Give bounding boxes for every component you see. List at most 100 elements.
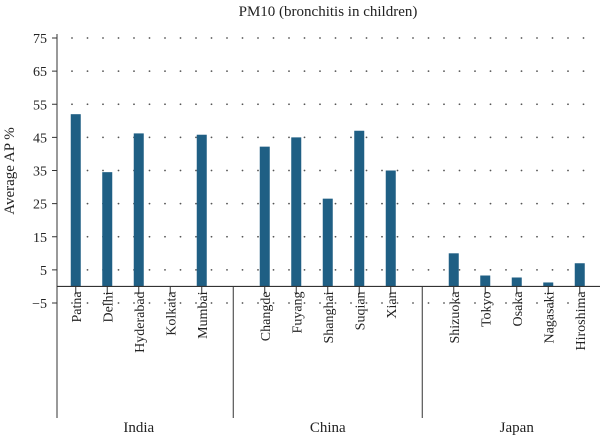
grid-dot: [443, 235, 445, 238]
grid-dot: [241, 70, 244, 73]
grid-dot: [241, 302, 244, 304]
x-tick-label: Nagasaki: [542, 291, 557, 343]
grid-dot: [412, 103, 414, 106]
grid-dot: [582, 302, 585, 304]
grid-dot: [412, 37, 414, 39]
grid-dot: [396, 37, 399, 39]
grid-dot: [443, 136, 445, 139]
grid-dot: [458, 37, 461, 39]
grid-dot: [303, 70, 306, 73]
x-tick-label: Suqian: [353, 291, 368, 330]
grid-dot: [582, 70, 585, 73]
grid-dot: [210, 103, 213, 106]
grid-dot: [272, 136, 275, 139]
grid-dot: [210, 70, 213, 73]
grid-dot: [474, 37, 476, 39]
grid-dot: [179, 70, 182, 73]
grid-dot: [164, 302, 166, 304]
grid-dot: [443, 202, 445, 205]
grid-dot: [334, 169, 337, 172]
grid-dot: [505, 202, 507, 205]
grid-dot: [474, 235, 476, 238]
y-axis-label: Average AP %: [2, 127, 18, 214]
grid-dot: [551, 37, 554, 39]
grid-dot: [334, 302, 337, 304]
grid-dot: [551, 235, 554, 238]
grid-dot: [365, 235, 368, 238]
grid-dot: [489, 169, 492, 172]
grid-dot: [489, 202, 492, 205]
x-tick-label: Kolkata: [164, 291, 179, 336]
grid-dot: [443, 70, 445, 73]
grid-dot: [412, 268, 414, 271]
grid-dot: [179, 103, 182, 106]
grid-dot: [241, 268, 244, 271]
axes: −5 5 15 25 35 45 55 65 75: [32, 32, 600, 418]
grid-dot: [319, 103, 321, 106]
grid-dot: [195, 202, 197, 205]
grid-dot: [427, 136, 430, 139]
grid-dot: [396, 169, 399, 172]
grid-dot: [412, 70, 414, 73]
grid-dot: [241, 235, 244, 238]
grid-dot: [520, 268, 523, 271]
grid-dot: [257, 169, 259, 172]
grid-dot: [117, 235, 120, 238]
grid-dot: [458, 169, 461, 172]
grid-dot: [257, 202, 259, 205]
grid-dot: [241, 136, 244, 139]
grid-dot: [164, 202, 166, 205]
grid-dot: [520, 37, 523, 39]
grid-dot: [164, 37, 166, 39]
grid-dot: [381, 70, 383, 73]
grid-dot: [117, 302, 120, 304]
grid-dot: [210, 37, 213, 39]
grid-dot: [272, 268, 275, 271]
grid-dot: [458, 302, 461, 304]
grid-dot: [567, 103, 569, 106]
grid-dot: [257, 302, 259, 304]
grid-dot: [350, 136, 352, 139]
grid-dot: [133, 70, 135, 73]
grid-dot: [582, 103, 585, 106]
grid-dot: [86, 235, 89, 238]
bar-hyderabad: [133, 133, 144, 287]
grid-dot: [71, 37, 73, 39]
grid-dot: [226, 103, 228, 106]
grid-dot: [427, 268, 430, 271]
grid-dot: [458, 70, 461, 73]
grid-dot: [505, 235, 507, 238]
grid-dot: [334, 202, 337, 205]
grid-dot: [458, 103, 461, 106]
grid-dot: [179, 37, 182, 39]
grid-dot: [303, 268, 306, 271]
bars: [70, 114, 585, 287]
grid-dot: [443, 268, 445, 271]
grid-dot: [303, 302, 306, 304]
grid-dot: [443, 103, 445, 106]
x-tick-label: Osaka: [511, 291, 526, 327]
y-tick-label: 5: [40, 264, 47, 279]
bar-shanghai: [322, 198, 333, 287]
bar-mumbai: [196, 134, 207, 287]
grid-dot: [567, 136, 569, 139]
grid-dot: [117, 103, 120, 106]
grid-dot: [381, 169, 383, 172]
grid-dot: [164, 169, 166, 172]
grid-dot: [148, 136, 151, 139]
grid-dot: [551, 70, 554, 73]
grid-dot: [319, 235, 321, 238]
grid-dot: [536, 37, 538, 39]
grid-dot: [520, 103, 523, 106]
grid-dot: [412, 136, 414, 139]
grid-dot: [303, 103, 306, 106]
grid-dot: [505, 169, 507, 172]
y-tick-label: −5: [32, 297, 47, 312]
grid-dot: [179, 136, 182, 139]
x-tick-label: Xian: [385, 291, 400, 318]
grid-dot: [257, 235, 259, 238]
grid-dot: [319, 37, 321, 39]
grid-dot: [319, 302, 321, 304]
grid-dot: [505, 136, 507, 139]
grid-dot: [458, 235, 461, 238]
